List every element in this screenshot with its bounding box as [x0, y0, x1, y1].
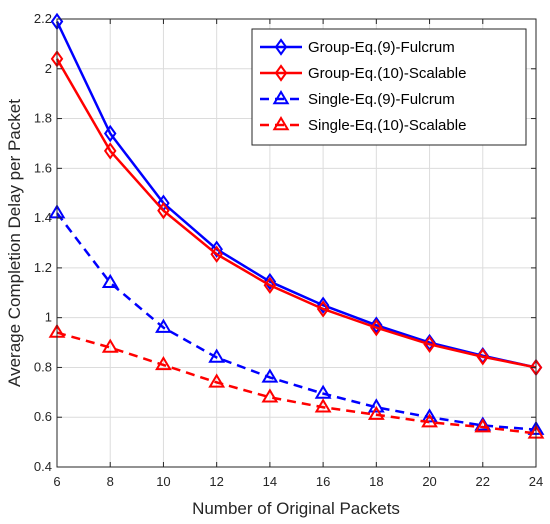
data-point-marker	[210, 240, 223, 258]
legend-label: Group-Eq.(9)-Fulcrum	[308, 39, 455, 56]
data-point-marker	[157, 201, 170, 220]
x-tick-label: 20	[422, 474, 436, 489]
series-line	[55, 20, 537, 369]
y-axis-label: Average Completion Delay per Packet	[5, 99, 24, 387]
data-point-marker	[367, 398, 385, 413]
x-tick-label: 24	[529, 474, 543, 489]
data-point-marker	[421, 413, 438, 428]
legend-marker	[272, 116, 290, 131]
plot-frame	[56, 18, 537, 468]
y-tick-label: 0.8	[34, 359, 52, 374]
y-tick-label: 1	[45, 310, 52, 325]
data-point-marker	[474, 418, 492, 433]
legend: Group-Eq.(9)-Fulcrum Group-Eq.(10)-Scalab…	[251, 28, 527, 146]
data-point-marker	[476, 348, 490, 366]
legend-entry: Group-Eq.(9)-Fulcrum	[260, 38, 455, 56]
y-tick-label: 0.6	[34, 409, 52, 424]
data-point-marker	[370, 316, 383, 334]
data-point-marker	[263, 276, 277, 295]
series-2	[50, 50, 543, 377]
data-point-marker	[370, 318, 383, 337]
data-point-marker	[103, 124, 117, 143]
legend-label: Single-Eq.(10)-Scalable	[308, 117, 466, 134]
y-tick-label: 2.2	[34, 11, 52, 26]
series-line	[56, 212, 537, 431]
x-tick-label: 18	[369, 474, 383, 489]
series-line	[56, 331, 537, 435]
x-tick-label: 22	[476, 474, 490, 489]
data-point-marker	[423, 333, 436, 352]
data-point-marker	[263, 272, 277, 291]
data-point-marker	[314, 398, 332, 413]
x-tick-label: 6	[53, 474, 60, 489]
data-point-marker	[155, 355, 172, 371]
data-point-marker	[208, 348, 226, 363]
data-point-marker	[103, 142, 117, 160]
x-tick-label: 8	[107, 474, 114, 489]
legend-entry: Group-Eq.(10)-Scalable	[260, 64, 466, 82]
data-point-marker	[210, 245, 223, 263]
legend-marker	[274, 64, 288, 82]
x-tick-label: 16	[316, 474, 330, 489]
y-tick-label: 1.8	[34, 111, 52, 126]
data-point-marker	[261, 388, 279, 403]
y-tick-label: 1.4	[34, 210, 52, 225]
legend-marker	[272, 90, 290, 105]
legend-entry: Single-Eq.(10)-Scalable	[260, 116, 466, 134]
x-axis-label: Number of Original Packets	[192, 499, 400, 518]
axis-ticks: 6 8 10 12 14 16 18 20 22 24 0.4 0.6 0.8 1 1.2 1.4 1.6 1.8…	[34, 11, 543, 489]
data-point-marker	[316, 300, 330, 318]
legend-entry: Single-Eq.(9)-Fulcrum	[260, 90, 455, 108]
x-tick-label: 14	[263, 474, 277, 489]
data-point-marker	[367, 405, 385, 420]
data-point-marker	[421, 408, 438, 423]
y-tick-label: 1.2	[34, 260, 52, 275]
y-tick-label: 1.6	[34, 160, 52, 175]
data-point-marker	[261, 368, 279, 383]
data-point-marker	[101, 273, 119, 289]
legend-marker	[274, 38, 288, 56]
data-point-marker	[155, 318, 172, 333]
x-tick-label: 12	[209, 474, 223, 489]
x-tick-label: 10	[156, 474, 170, 489]
data-point-marker	[101, 338, 119, 353]
y-tick-label: 2	[45, 61, 52, 76]
y-tick-label: 0.4	[34, 459, 52, 474]
legend-label: Group-Eq.(10)-Scalable	[308, 65, 466, 82]
data-point-marker	[316, 296, 330, 314]
data-point-marker	[208, 373, 226, 388]
series-line	[55, 58, 537, 369]
data-point-marker	[423, 335, 436, 354]
data-point-marker	[314, 384, 332, 399]
legend-label: Single-Eq.(9)-Fulcrum	[308, 91, 455, 108]
